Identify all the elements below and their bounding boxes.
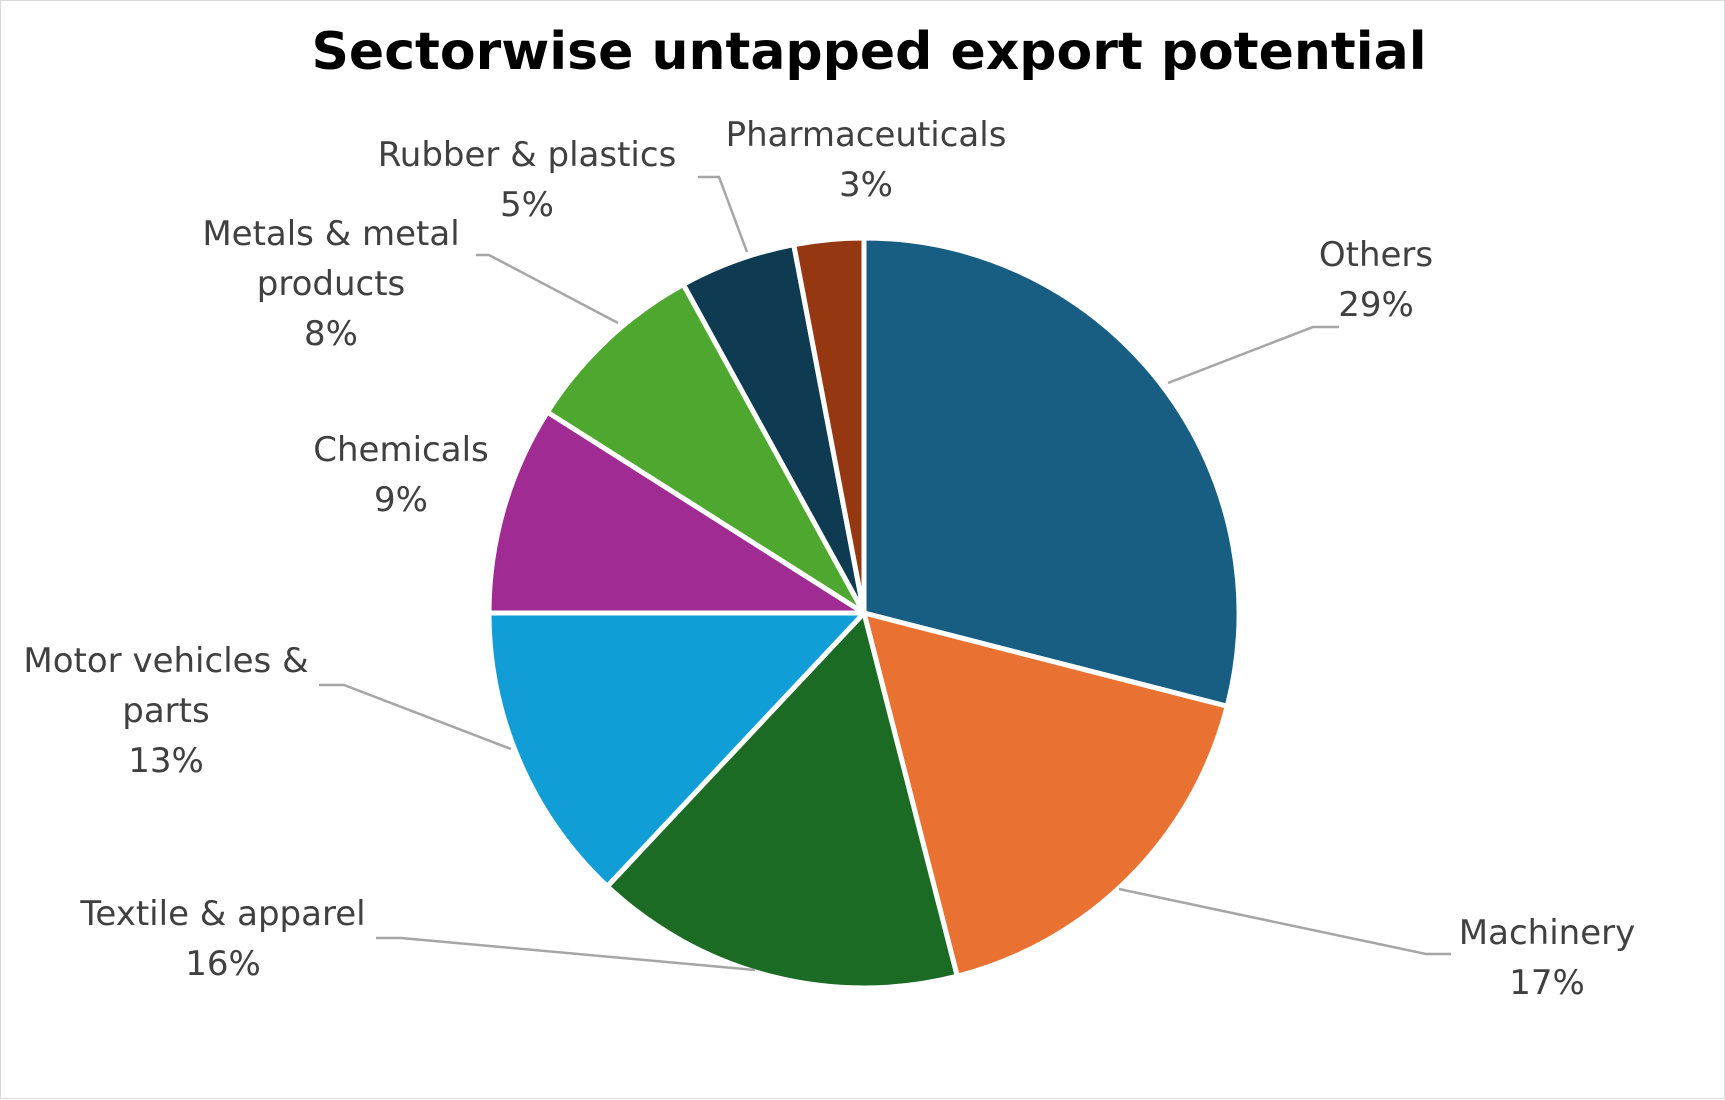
slice-label-metals-and-metal-products-line-1: Metals & metal	[202, 214, 459, 254]
pie-slice-machinery	[861, 610, 1230, 979]
slice-value-textile-and-apparel: 16%	[185, 944, 261, 984]
leader-line-metals-and-metal-products	[476, 253, 619, 325]
data-label-rubber-and-plastics: Rubber & plastics 5%	[378, 135, 677, 225]
slice-label-motor-vehicles-and-parts-line-2: parts	[122, 691, 209, 731]
slice-value-metals-and-metal-products: 8%	[304, 314, 358, 354]
pie-slice-pharmaceuticals	[791, 235, 867, 616]
slice-label-textile-and-apparel: Textile & apparel	[79, 894, 365, 934]
leader-line-motor-vehicles-and-parts	[319, 683, 512, 751]
pie-slice-chemicals	[486, 409, 867, 616]
slice-value-motor-vehicles-and-parts: 13%	[128, 741, 204, 781]
leader-line-rubber-and-plastics	[698, 175, 749, 253]
pie-slice-textile-and-apparel	[604, 610, 960, 991]
leader-line-textile-and-apparel	[376, 936, 756, 972]
data-label-textile-and-apparel: Textile & apparel 16%	[79, 894, 365, 984]
data-label-metals-and-metal-products: Metals & metal products 8%	[202, 214, 459, 354]
data-label-motor-vehicles-and-parts: Motor vehicles & parts 13%	[23, 641, 308, 781]
slice-label-metals-and-metal-products-line-2: products	[257, 264, 405, 304]
slice-label-chemicals: Chemicals	[313, 430, 488, 470]
slice-label-rubber-and-plastics: Rubber & plastics	[378, 135, 677, 175]
data-label-pharmaceuticals: Pharmaceuticals 3%	[726, 115, 1007, 205]
leader-line-others	[1167, 325, 1339, 385]
pie-slices	[486, 235, 1242, 991]
data-labels: Others 29% Machinery 17% Textile & apparel 16…	[23, 115, 1635, 1003]
pie-slice-others	[861, 235, 1242, 709]
slice-value-pharmaceuticals: 3%	[839, 165, 893, 205]
slice-value-machinery: 17%	[1509, 963, 1585, 1003]
data-label-chemicals: Chemicals 9%	[313, 430, 488, 520]
pie-slice-motor-vehicles-and-parts	[486, 610, 867, 889]
leader-lines	[319, 175, 1451, 972]
slice-label-motor-vehicles-and-parts-line-1: Motor vehicles &	[23, 641, 308, 681]
leader-line-machinery	[1118, 887, 1451, 956]
slice-value-rubber-and-plastics: 5%	[500, 185, 554, 225]
data-label-machinery: Machinery 17%	[1459, 913, 1635, 1003]
slice-value-chemicals: 9%	[374, 480, 428, 520]
chart-title: Sectorwise untapped export potential	[311, 22, 1426, 82]
slice-label-others: Others	[1319, 235, 1433, 275]
pie-slice-metals-and-metal-products	[544, 281, 867, 616]
slice-label-pharmaceuticals: Pharmaceuticals	[726, 115, 1007, 155]
data-label-others: Others 29%	[1319, 235, 1433, 325]
slice-value-others: 29%	[1338, 285, 1414, 325]
slice-label-machinery: Machinery	[1459, 913, 1635, 953]
